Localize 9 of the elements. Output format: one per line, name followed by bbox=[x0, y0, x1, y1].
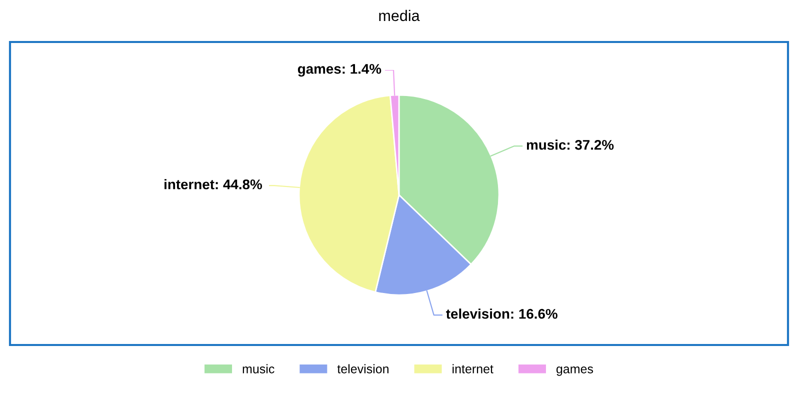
legend-label: internet bbox=[452, 364, 494, 374]
legend-label: television bbox=[337, 364, 388, 374]
legend-label: games bbox=[556, 366, 594, 376]
chart-title: media bbox=[379, 10, 420, 22]
data-label: internet: 44.8% bbox=[164, 179, 262, 190]
data-label: music: 37.2% bbox=[526, 140, 614, 150]
data-label: television: 16.6% bbox=[446, 308, 558, 319]
legend-label: music bbox=[242, 364, 274, 374]
data-label: games: 1.4% bbox=[298, 64, 382, 77]
